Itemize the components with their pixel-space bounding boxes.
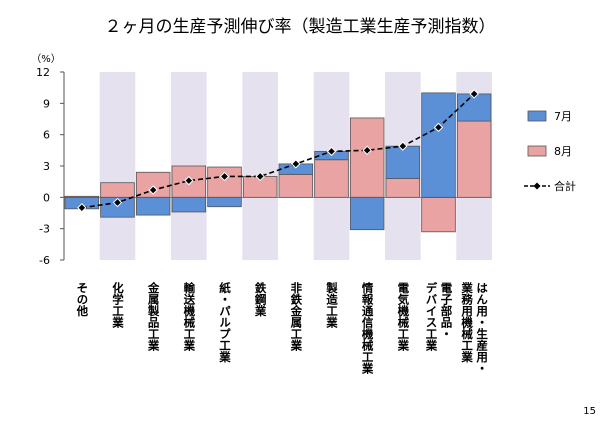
chart-title: ２ヶ月の生産予測伸び率（製造工業生産予測指数） xyxy=(105,17,496,37)
bar xyxy=(349,196,385,231)
legend-label: 合計 xyxy=(554,179,576,193)
x-tick-label: 化学工業 xyxy=(111,282,125,328)
x-tick-label: その他 xyxy=(75,282,90,317)
bar xyxy=(421,92,456,198)
bar xyxy=(278,173,314,198)
x-tick-label: 非鉄金属工業 xyxy=(289,282,304,351)
legend-label: 8月 xyxy=(554,145,572,158)
category-band xyxy=(242,72,278,260)
total-marker xyxy=(219,171,230,182)
y-tick-label: 3 xyxy=(43,160,50,173)
total-marker xyxy=(255,171,265,182)
x-tick-label: はん用・生産用・ 業務用機械工業 xyxy=(460,282,490,374)
bar xyxy=(171,196,207,213)
total-marker xyxy=(469,89,479,99)
total-marker xyxy=(112,197,123,208)
y-tick-label: 9 xyxy=(43,97,50,110)
x-tick-label: 情報通信機械工業 xyxy=(360,282,375,374)
x-tick-label: 金属製品工業 xyxy=(146,282,161,351)
y-tick-label: 6 xyxy=(43,129,50,142)
x-tick-label: 製造工業 xyxy=(325,282,339,328)
bar xyxy=(207,166,242,198)
bar xyxy=(100,182,135,198)
total-marker xyxy=(291,159,301,169)
total-marker xyxy=(326,146,337,157)
bar xyxy=(421,196,456,233)
bar xyxy=(314,159,349,198)
x-tick-label: 紙・パルプ工業 xyxy=(218,282,232,363)
y-tick-label: -3 xyxy=(39,223,50,236)
x-tick-label: 電子部品・ デバイス工業 xyxy=(424,282,454,351)
legend-swatch xyxy=(527,110,547,122)
x-tick-label: 電気機械工業 xyxy=(396,282,411,351)
total-marker xyxy=(148,185,158,195)
y-tick-label: 12 xyxy=(36,66,50,79)
total-marker xyxy=(398,141,408,151)
y-tick-label: 0 xyxy=(43,191,50,204)
x-tick-label: 輸送機械工業 xyxy=(182,282,197,351)
total-marker xyxy=(362,145,372,156)
total-line xyxy=(81,93,475,209)
category-band xyxy=(99,72,136,260)
total-marker xyxy=(77,203,87,213)
legend-label: 7月 xyxy=(554,110,572,123)
legend-marker xyxy=(533,182,541,190)
bar xyxy=(456,120,492,198)
total-marker xyxy=(184,175,194,186)
x-tick-label: 鉄鋼業 xyxy=(253,282,268,317)
bar xyxy=(135,196,171,216)
y-unit-label: （%） xyxy=(31,53,61,65)
bar xyxy=(349,117,385,198)
bar xyxy=(385,145,421,179)
bar xyxy=(385,178,421,198)
total-marker xyxy=(433,122,444,133)
legend-swatch xyxy=(527,145,547,157)
bar xyxy=(207,196,242,208)
y-tick-label: -6 xyxy=(39,254,50,267)
page-number: 15 xyxy=(583,406,596,417)
